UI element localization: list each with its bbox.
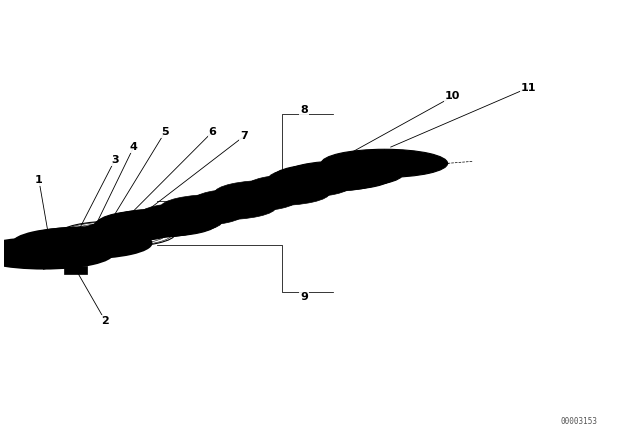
Ellipse shape [110, 216, 190, 234]
Ellipse shape [35, 233, 129, 254]
Text: 4: 4 [130, 142, 138, 152]
Ellipse shape [127, 220, 173, 230]
Text: 1: 1 [35, 175, 43, 185]
Ellipse shape [65, 239, 100, 247]
Ellipse shape [317, 168, 371, 180]
Text: 10: 10 [445, 91, 460, 102]
Ellipse shape [303, 165, 385, 183]
Ellipse shape [285, 161, 403, 187]
Polygon shape [157, 164, 333, 237]
Ellipse shape [25, 230, 139, 256]
Ellipse shape [154, 206, 229, 223]
FancyBboxPatch shape [65, 266, 87, 274]
Ellipse shape [0, 238, 113, 269]
Ellipse shape [56, 237, 109, 249]
Ellipse shape [276, 181, 322, 191]
Ellipse shape [169, 209, 214, 220]
Ellipse shape [247, 174, 351, 198]
Ellipse shape [107, 208, 222, 234]
Text: 11: 11 [521, 83, 536, 93]
Ellipse shape [124, 216, 190, 231]
Ellipse shape [142, 216, 188, 226]
Ellipse shape [161, 194, 276, 220]
Ellipse shape [273, 164, 393, 190]
Ellipse shape [104, 231, 130, 237]
Ellipse shape [28, 229, 144, 255]
Ellipse shape [208, 192, 283, 208]
Polygon shape [44, 228, 82, 269]
Text: 5: 5 [161, 127, 169, 137]
Ellipse shape [262, 177, 337, 194]
Ellipse shape [13, 228, 152, 258]
Ellipse shape [112, 228, 144, 235]
Text: 8: 8 [300, 105, 308, 115]
Ellipse shape [303, 174, 349, 184]
Ellipse shape [44, 235, 120, 252]
Ellipse shape [249, 188, 295, 198]
Text: 6: 6 [209, 127, 216, 137]
Ellipse shape [70, 240, 95, 246]
Text: 7: 7 [241, 131, 248, 141]
Ellipse shape [223, 195, 268, 205]
Ellipse shape [214, 180, 330, 206]
Polygon shape [86, 221, 117, 255]
Text: 9: 9 [300, 292, 308, 302]
Ellipse shape [83, 221, 173, 241]
Text: 2: 2 [101, 316, 109, 326]
Ellipse shape [97, 210, 218, 237]
Ellipse shape [196, 202, 241, 212]
Ellipse shape [140, 203, 243, 226]
Text: 00003153: 00003153 [561, 417, 598, 426]
Ellipse shape [46, 235, 118, 251]
Text: 3: 3 [111, 155, 118, 165]
Ellipse shape [268, 166, 383, 192]
Ellipse shape [193, 189, 297, 211]
Ellipse shape [94, 213, 205, 237]
Ellipse shape [321, 149, 447, 177]
